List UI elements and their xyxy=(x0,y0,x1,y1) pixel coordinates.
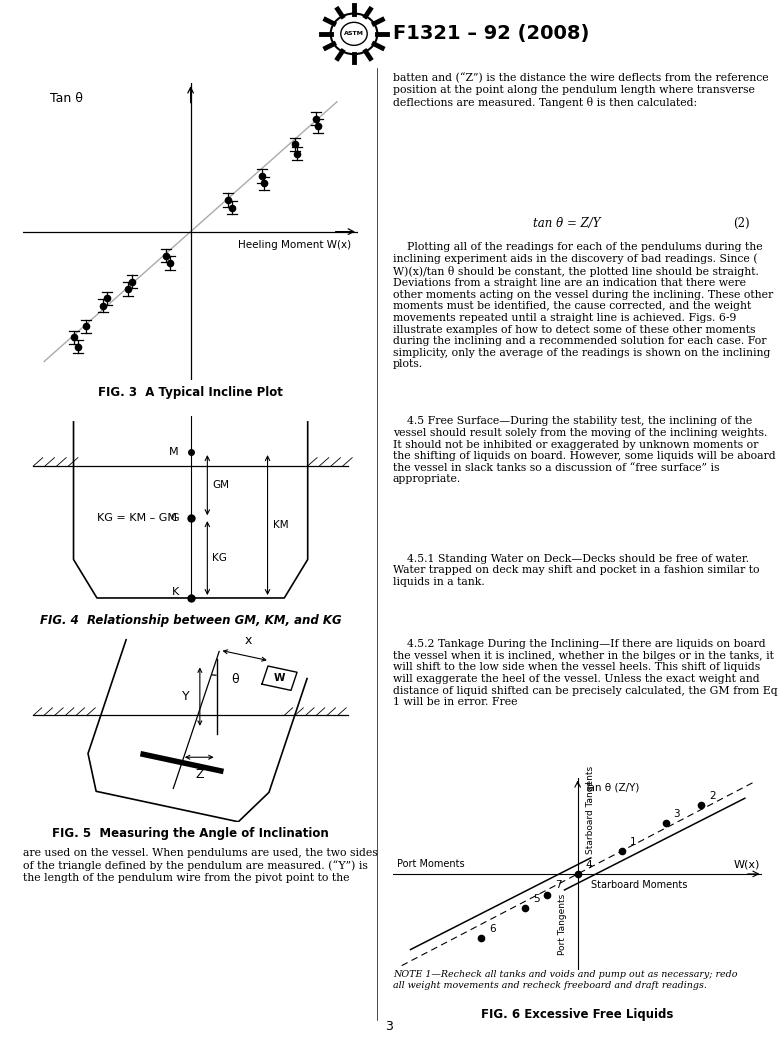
Text: KG = KM – GM: KG = KM – GM xyxy=(97,513,177,524)
Text: Tan θ (Z/Y): Tan θ (Z/Y) xyxy=(584,782,640,792)
Text: KM: KM xyxy=(272,520,288,530)
Text: θ: θ xyxy=(231,672,239,686)
Text: 4.5.1 Standing Water on Deck—Decks should be free of water. Water trapped on dec: 4.5.1 Standing Water on Deck—Decks shoul… xyxy=(393,554,759,587)
Text: Port Tangents: Port Tangents xyxy=(558,894,567,955)
Text: are used on the vessel. When pendulums are used, the two sides
of the triangle d: are used on the vessel. When pendulums a… xyxy=(23,848,378,883)
Text: K: K xyxy=(172,587,179,596)
Text: (2): (2) xyxy=(733,218,749,230)
Text: GM: GM xyxy=(212,480,230,490)
Text: 4.5.2 Tankage During the Inclining—If there are liquids on board the vessel when: 4.5.2 Tankage During the Inclining—If th… xyxy=(393,639,777,707)
Text: 3: 3 xyxy=(674,809,680,819)
Text: Starboard Moments: Starboard Moments xyxy=(591,880,687,890)
Text: Y: Y xyxy=(182,690,190,703)
Text: W: W xyxy=(274,674,286,683)
Text: ASTM: ASTM xyxy=(344,31,364,36)
Text: 6: 6 xyxy=(489,924,496,934)
Text: Tan θ: Tan θ xyxy=(50,93,83,105)
Text: Starboard Tangents: Starboard Tangents xyxy=(586,766,594,854)
Text: 4.5 Free Surface—During the stability test, the inclining of the vessel should r: 4.5 Free Surface—During the stability te… xyxy=(393,416,776,484)
Text: NOTE 1—Recheck all tanks and voids and pump out as necessary; redo
all weight mo: NOTE 1—Recheck all tanks and voids and p… xyxy=(393,970,738,990)
Text: Plotting all of the readings for each of the pendulums during the inclining expe: Plotting all of the readings for each of… xyxy=(393,242,773,370)
Text: x: x xyxy=(244,634,252,648)
Text: batten and (“Z”) is the distance the wire deflects from the reference position a: batten and (“Z”) is the distance the wir… xyxy=(393,73,769,108)
Text: Port Moments: Port Moments xyxy=(398,859,465,869)
Text: G: G xyxy=(170,513,179,524)
Text: KG: KG xyxy=(212,553,227,563)
Text: 2: 2 xyxy=(709,791,716,801)
Text: 7: 7 xyxy=(555,881,562,890)
Text: Heeling Moment W(x): Heeling Moment W(x) xyxy=(238,240,351,250)
Text: 4: 4 xyxy=(586,860,592,870)
Text: W(x): W(x) xyxy=(734,859,760,869)
Text: 5: 5 xyxy=(533,894,539,905)
Text: F1321 – 92 (2008): F1321 – 92 (2008) xyxy=(393,24,589,44)
Text: FIG. 4  Relationship between GM, KM, and KG: FIG. 4 Relationship between GM, KM, and … xyxy=(40,614,342,627)
Text: FIG. 5  Measuring the Angle of Inclination: FIG. 5 Measuring the Angle of Inclinatio… xyxy=(52,828,329,840)
Text: 3: 3 xyxy=(385,1020,393,1033)
Text: FIG. 6 Excessive Free Liquids: FIG. 6 Excessive Free Liquids xyxy=(482,1009,674,1021)
Text: FIG. 3  A Typical Incline Plot: FIG. 3 A Typical Incline Plot xyxy=(98,386,283,400)
Text: Z: Z xyxy=(195,768,204,781)
Text: M: M xyxy=(170,448,179,457)
Text: tan θ = Z/Y: tan θ = Z/Y xyxy=(533,218,601,230)
Text: 1: 1 xyxy=(629,837,636,847)
